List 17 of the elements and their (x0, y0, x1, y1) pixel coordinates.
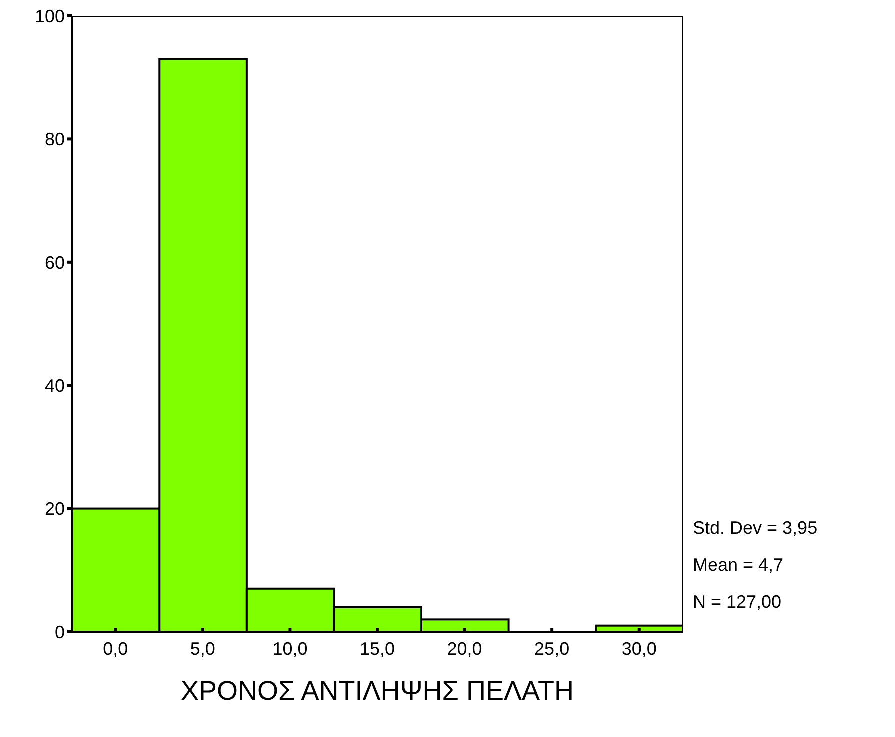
y-tick-label: 40 (44, 376, 65, 396)
x-tick-label: 0,0 (103, 638, 128, 659)
y-tick-label: 0 (54, 622, 65, 642)
x-tick-label: 15,0 (360, 638, 396, 659)
x-axis-title: ΧΡΟΝΟΣ ΑΝΤΙΛΗΨΗΣ ΠΕΛΑΤΗ (180, 676, 574, 706)
x-tick-label: 30,0 (622, 638, 657, 659)
y-tick-label: 20 (44, 499, 65, 520)
text: Std. Dev = 3,95 (693, 517, 818, 540)
x-tick-label: 5,0 (190, 638, 216, 659)
y-tick-label: 100 (34, 6, 65, 26)
x-tick-label: 25,0 (534, 638, 570, 659)
text: N = 127,00 (693, 591, 783, 614)
y-tick-label: 80 (44, 130, 65, 150)
x-tick-label: 20,0 (447, 638, 482, 659)
y-tick-label: 60 (44, 252, 65, 273)
text: Mean = 4,7 (693, 554, 785, 577)
x-tick-label: 10,0 (272, 638, 308, 659)
